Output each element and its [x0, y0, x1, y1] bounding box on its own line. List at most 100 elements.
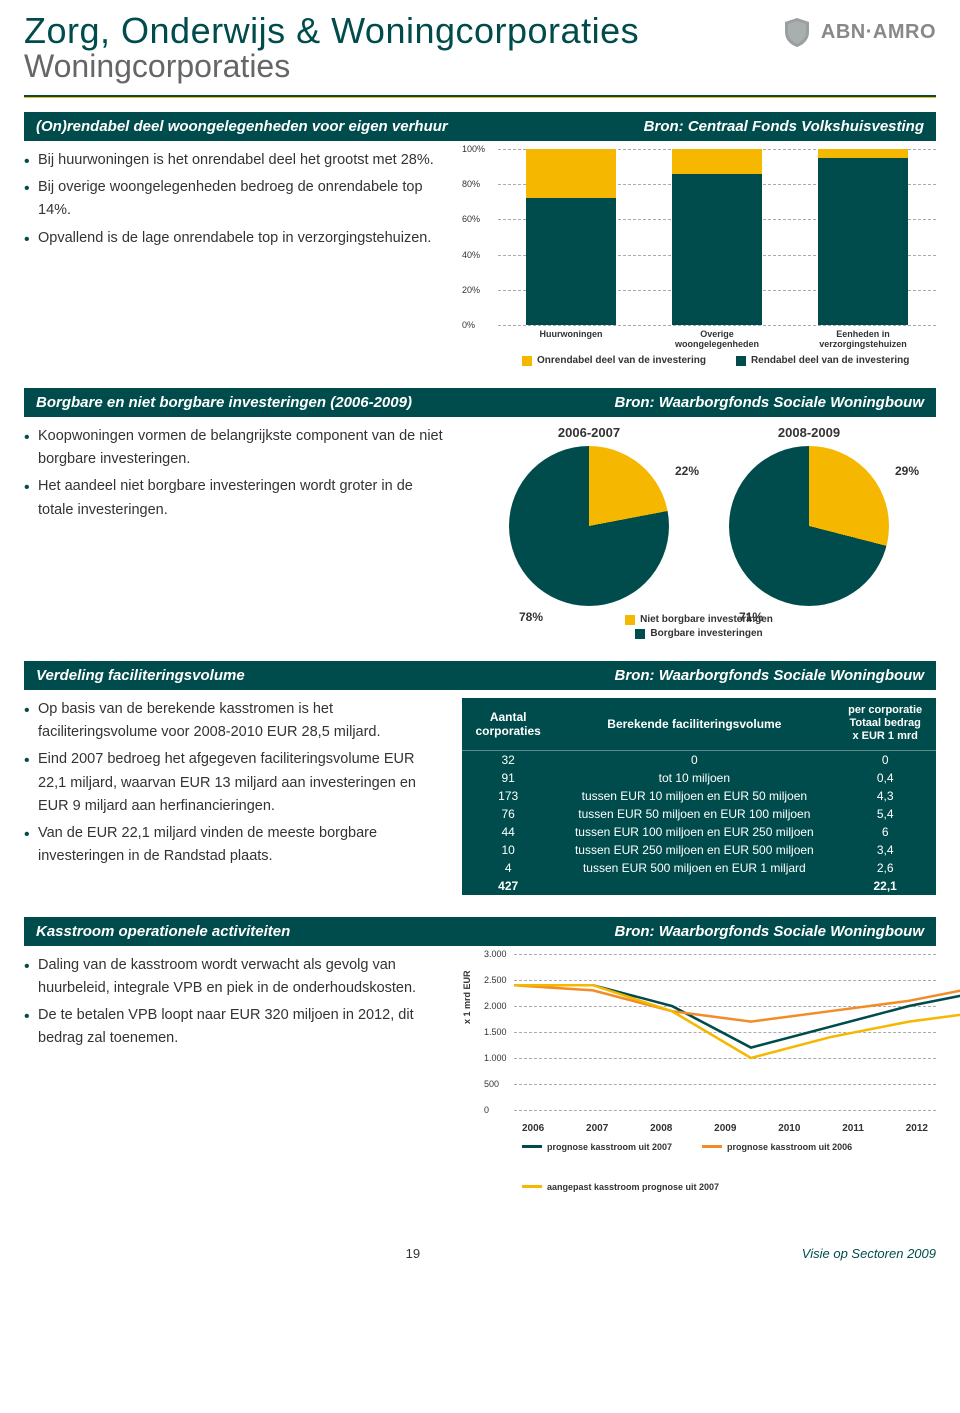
table-cell: 76 [462, 805, 554, 823]
bullet-item: Daling van de kasstroom wordt verwacht a… [24, 954, 444, 1000]
legend-item: prognose kasstroom uit 2007 [522, 1142, 672, 1152]
table-header: per corporatieTotaal bedragx EUR 1 mrd [834, 698, 936, 750]
table-cell: 0,4 [834, 769, 936, 787]
bar [526, 149, 616, 325]
line-chart: x 1 mrd EUR05001.0001.5002.0002.5003.000… [462, 954, 936, 1192]
footer-right: Visie op Sectoren 2009 [802, 1246, 936, 1261]
shield-icon [781, 16, 813, 48]
section-title: Kasstroom operationele activiteiten [36, 923, 290, 940]
pie-label: 29% [895, 464, 919, 478]
legend-item: Rendabel deel van de investering [736, 355, 909, 366]
bar-xlabel: Eenheden in verzorgingstehuizen [803, 329, 923, 349]
table-cell: 91 [462, 769, 554, 787]
data-table: AantalcorporatiesBerekende faciliterings… [462, 698, 936, 895]
stacked-bar-chart: 0%20%40%60%80%100%HuurwoningenOverige wo… [462, 149, 936, 366]
line-xlabel: 2012 [906, 1123, 928, 1134]
table-cell: 4,3 [834, 787, 936, 805]
page-footer: 19 Visie op Sectoren 2009 [0, 1234, 960, 1261]
line-svg [514, 954, 960, 1110]
pie-label: 78% [519, 610, 543, 624]
table-cell: 10 [462, 841, 554, 859]
line-xlabel: 2006 [522, 1123, 544, 1134]
section-title: (On)rendabel deel woongelegenheden voor … [36, 118, 448, 135]
table-row: 3200 [462, 750, 936, 769]
table-row: 76tussen EUR 50 miljoen en EUR 100 miljo… [462, 805, 936, 823]
pie-wrap: 2006-2007 22%78% [509, 425, 669, 606]
section-title: Borgbare en niet borgbare investeringen … [36, 394, 412, 411]
section-header: (On)rendabel deel woongelegenheden voor … [24, 112, 936, 141]
bar [672, 149, 762, 325]
line-series [514, 985, 960, 1058]
pie-label: 71% [739, 610, 763, 624]
section-onrendabel: (On)rendabel deel woongelegenheden voor … [24, 112, 936, 366]
page-header: Zorg, Onderwijs & Woningcorporaties Woni… [24, 10, 936, 85]
legend-item: Onrendabel deel van de investering [522, 355, 706, 366]
table-cell: 427 [462, 877, 554, 895]
table-cell: 4 [462, 859, 554, 877]
bullets-s2: Koopwoningen vormen de belangrijkste com… [24, 425, 444, 639]
table-cell [554, 877, 834, 895]
section-borgbare: Borgbare en niet borgbare investeringen … [24, 388, 936, 639]
table-cell: tussen EUR 10 miljoen en EUR 50 miljoen [554, 787, 834, 805]
line-series [514, 985, 960, 1021]
section-faciliteringsvolume: Verdeling faciliteringsvolume Bron: Waar… [24, 661, 936, 895]
line-xlabel: 2007 [586, 1123, 608, 1134]
table-cell: 32 [462, 750, 554, 769]
page-title: Zorg, Onderwijs & Woningcorporaties [24, 10, 639, 52]
section-title: Verdeling faciliteringsvolume [36, 667, 245, 684]
bullet-item: Opvallend is de lage onrendabele top in … [24, 227, 444, 250]
bullet-item: Bij huurwoningen is het onrendabel deel … [24, 149, 444, 172]
line-xlabel: 2008 [650, 1123, 672, 1134]
bank-name: ABN·AMRO [821, 21, 936, 44]
table-row: 173tussen EUR 10 miljoen en EUR 50 miljo… [462, 787, 936, 805]
legend-item: Borgbare investeringen [635, 628, 762, 639]
y-axis-title: x 1 mrd EUR [462, 970, 472, 1024]
table-cell: tussen EUR 50 miljoen en EUR 100 miljoen [554, 805, 834, 823]
pie-label: 22% [675, 464, 699, 478]
bar-xlabel: Huurwoningen [511, 329, 631, 349]
bullet-item: De te betalen VPB loopt naar EUR 320 mil… [24, 1004, 444, 1050]
table-cell: 0 [834, 750, 936, 769]
pie-title: 2008-2009 [729, 425, 889, 440]
bullet-item: Het aandeel niet borgbare investeringen … [24, 475, 444, 521]
table-header: Aantalcorporaties [462, 698, 554, 750]
section-header: Borgbare en niet borgbare investeringen … [24, 388, 936, 417]
divider [24, 95, 936, 98]
header-titles: Zorg, Onderwijs & Woningcorporaties Woni… [24, 10, 639, 85]
bank-logo: ABN·AMRO [781, 16, 936, 48]
table-cell: 3,4 [834, 841, 936, 859]
section-source: Bron: Waarborgfonds Sociale Woningbouw [615, 667, 924, 684]
table-cell: 2,6 [834, 859, 936, 877]
bar [818, 149, 908, 325]
pie-chart: 29%71% [729, 446, 889, 606]
bullets-s1: Bij huurwoningen is het onrendabel deel … [24, 149, 444, 366]
section-source: Bron: Centraal Fonds Volkshuisvesting [644, 118, 924, 135]
line-xlabel: 2010 [778, 1123, 800, 1134]
line-series [514, 985, 960, 1047]
pie-wrap: 2008-2009 29%71% [729, 425, 889, 606]
table-row: 4tussen EUR 500 miljoen en EUR 1 miljard… [462, 859, 936, 877]
pie-charts: 2006-200722%78%2008-200929%71% Niet borg… [462, 425, 936, 639]
table-cell: 22,1 [834, 877, 936, 895]
table-cell: tussen EUR 250 miljoen en EUR 500 miljoe… [554, 841, 834, 859]
bullets-s4: Daling van de kasstroom wordt verwacht a… [24, 954, 444, 1192]
legend-item: aangepast kasstroom prognose uit 2007 [522, 1182, 719, 1192]
page-number: 19 [24, 1246, 802, 1261]
pie-title: 2006-2007 [509, 425, 669, 440]
section-header: Verdeling faciliteringsvolume Bron: Waar… [24, 661, 936, 690]
data-table-wrap: AantalcorporatiesBerekende faciliterings… [462, 698, 936, 895]
section-source: Bron: Waarborgfonds Sociale Woningbouw [615, 394, 924, 411]
section-source: Bron: Waarborgfonds Sociale Woningbouw [615, 923, 924, 940]
bullet-item: Koopwoningen vormen de belangrijkste com… [24, 425, 444, 471]
bullet-item: Eind 2007 bedroeg het afgegeven facilite… [24, 748, 444, 818]
legend-item: prognose kasstroom uit 2006 [702, 1142, 852, 1152]
bar-xlabel: Overige woongelegenheden [657, 329, 777, 349]
table-cell: 6 [834, 823, 936, 841]
table-cell: 5,4 [834, 805, 936, 823]
table-cell: tot 10 miljoen [554, 769, 834, 787]
table-header: Berekende faciliteringsvolume [554, 698, 834, 750]
table-cell: 44 [462, 823, 554, 841]
table-row: 44tussen EUR 100 miljoen en EUR 250 milj… [462, 823, 936, 841]
table-cell: 0 [554, 750, 834, 769]
pie-chart: 22%78% [509, 446, 669, 606]
